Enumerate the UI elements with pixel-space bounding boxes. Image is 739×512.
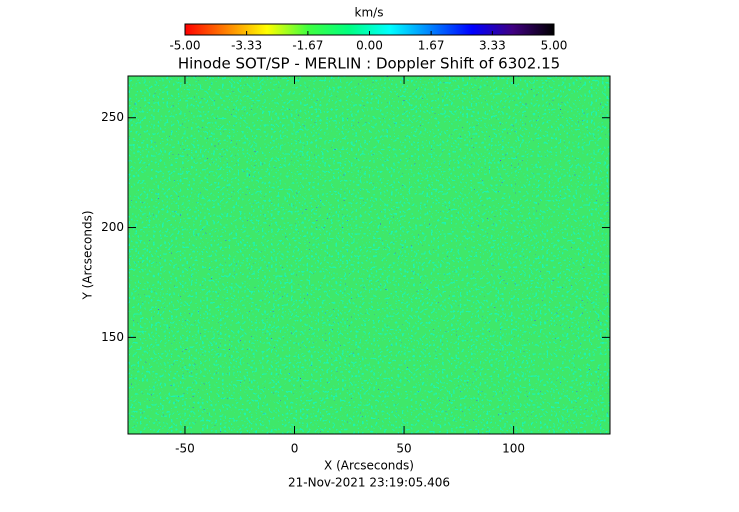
doppler-image (128, 76, 610, 434)
colorbar-label: km/s (355, 6, 384, 20)
colorbar-tick-label: 3.33 (479, 39, 506, 53)
colorbar-tick-label: 1.67 (418, 39, 445, 53)
chart-title: Hinode SOT/SP - MERLIN : Doppler Shift o… (178, 55, 560, 73)
x-tick-label: 0 (291, 442, 299, 456)
colorbar-tick-label: -3.33 (231, 39, 262, 53)
x-tick-label: -50 (175, 442, 195, 456)
y-tick-label: 200 (101, 220, 124, 234)
y-tick-label: 150 (101, 330, 124, 344)
colorbar-tick-label: -5.00 (169, 39, 200, 53)
footer-timestamp: 21-Nov-2021 23:19:05.406 (288, 476, 450, 490)
y-tick-label: 250 (101, 110, 124, 124)
y-axis-label: Y (Arcseconds) (81, 210, 95, 300)
x-tick-label: 50 (396, 442, 411, 456)
x-axis-label: X (Arcseconds) (324, 459, 414, 473)
plot-frame (127, 75, 611, 435)
colorbar-tick-label: 0.00 (356, 39, 383, 53)
colorbar-tick-label: -1.67 (292, 39, 323, 53)
image-texture-blue (128, 76, 610, 434)
colorbar-tick-label: 5.00 (541, 39, 568, 53)
x-tick-label: 100 (502, 442, 525, 456)
